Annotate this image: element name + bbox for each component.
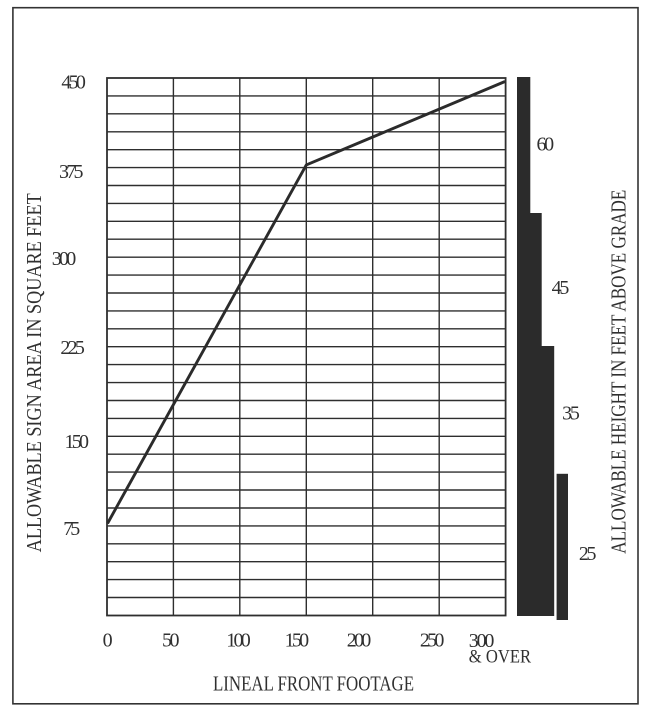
svg-text:25: 25 [579, 543, 597, 565]
svg-text:150: 150 [285, 630, 310, 652]
svg-text:200: 200 [347, 630, 372, 652]
svg-text:300: 300 [469, 630, 495, 652]
svg-text:45: 45 [552, 277, 570, 299]
svg-text:& OVER: & OVER [469, 645, 531, 666]
svg-text:150: 150 [64, 431, 89, 453]
svg-text:450: 450 [61, 71, 86, 93]
svg-text:ALLOWABLE SIGN AREA IN SQUARE: ALLOWABLE SIGN AREA IN SQUARE FEET [22, 193, 46, 552]
svg-text:300: 300 [52, 248, 77, 270]
svg-text:75: 75 [63, 518, 80, 540]
svg-text:100: 100 [226, 630, 251, 652]
svg-text:LINEAL FRONT FOOTAGE: LINEAL FRONT FOOTAGE [213, 672, 414, 696]
svg-text:225: 225 [60, 337, 85, 359]
svg-text:375: 375 [59, 161, 84, 183]
svg-text:35: 35 [562, 402, 580, 424]
svg-text:60: 60 [536, 134, 554, 156]
svg-text:0: 0 [103, 630, 113, 652]
svg-text:ALLOWABLE HEIGHT IN FEET ABOVE: ALLOWABLE HEIGHT IN FEET ABOVE GRADE [607, 190, 631, 554]
svg-text:250: 250 [420, 630, 445, 652]
svg-text:50: 50 [162, 630, 180, 652]
